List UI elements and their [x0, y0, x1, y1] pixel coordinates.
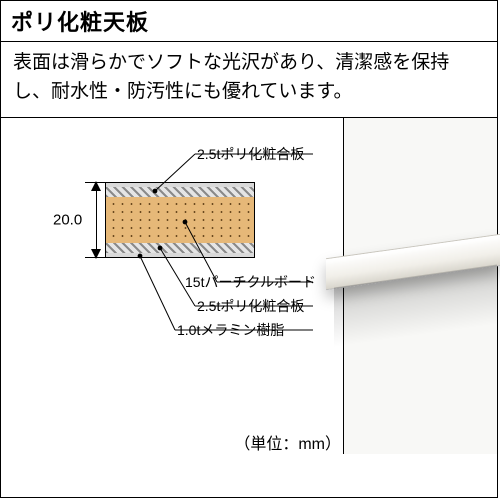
- cross-section-panel: 20.0: [1, 118, 344, 454]
- product-spec-card: ポリ化粧天板 表面は滑らかでソフトな光沢があり、清潔感を保持し、耐水性・防汚性に…: [0, 0, 498, 498]
- label-poly-plywood-bottom: 2.5tポリ化粧合板: [197, 296, 304, 316]
- product-photo-panel: [344, 118, 497, 454]
- leader-lines: [45, 182, 345, 402]
- label-melamine: 1.0tメラミン樹脂: [177, 320, 284, 340]
- card-lower-split: 20.0: [1, 118, 497, 454]
- label-particle-core: 15tパーチクルボード: [185, 272, 316, 292]
- card-title: ポリ化粧天板: [1, 1, 497, 42]
- card-description: 表面は滑らかでソフトな光沢があり、清潔感を保持し、耐水性・防汚性にも優れています…: [1, 42, 497, 118]
- board-photo-illustration: [344, 118, 497, 454]
- label-poly-plywood-top: 2.5tポリ化粧合板: [197, 144, 304, 164]
- unit-note: （単位：mm）: [234, 430, 341, 454]
